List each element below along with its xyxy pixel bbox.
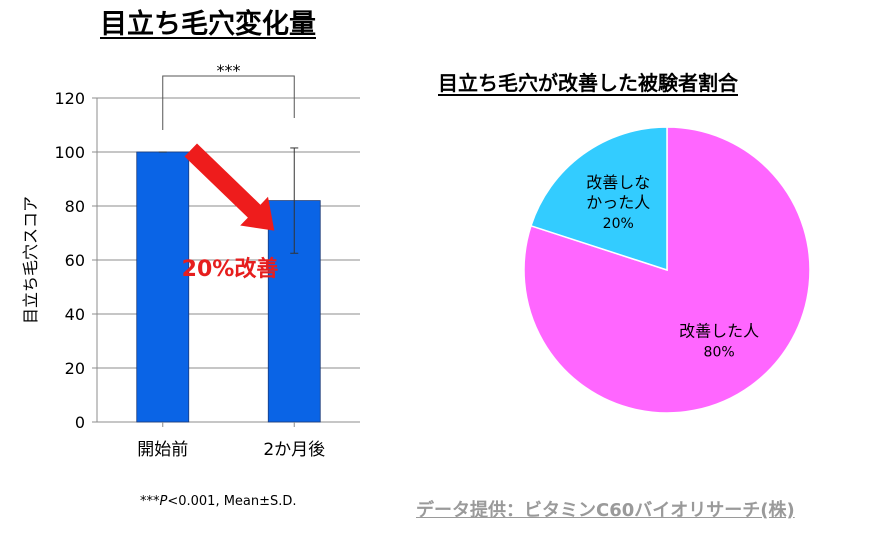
pie-chart-title: 目立ち毛穴が改善した被験者割合 (438, 71, 738, 95)
bar-chart-title: 目立ち毛穴変化量 (100, 9, 316, 40)
y-tick-label: 80 (65, 197, 85, 216)
footnote-p: P (159, 494, 168, 509)
y-tick-label: 20 (65, 359, 85, 378)
significance-label: *** (217, 61, 241, 80)
footnote: ***P<0.001, Mean±S.D. (140, 494, 297, 509)
decrease-arrow (184, 143, 275, 231)
pie-slice-label: 改善した人 (679, 322, 759, 341)
bar (136, 151, 190, 423)
pie-slice-pct-label: 20% (603, 216, 634, 232)
y-tick-label: 60 (65, 251, 85, 270)
pie-slice-label: かった人 (586, 193, 650, 212)
pie-slice-pct-label: 80% (704, 345, 735, 361)
data-source-credit: データ提供：ビタミンC60バイオリサーチ(株) (416, 500, 795, 521)
pie-slice-label: 改善しな (586, 173, 650, 192)
improvement-label: 20%改善 (182, 256, 279, 282)
y-tick-label: 100 (54, 143, 85, 162)
pie-slice (530, 126, 668, 272)
significance-bracket (162, 75, 295, 130)
y-tick-label: 40 (65, 305, 85, 324)
y-axis-label: 目立ち毛穴スコア (21, 196, 40, 324)
x-tick-label: 開始前 (137, 440, 188, 460)
footnote-stars: *** (140, 494, 160, 509)
y-tick-label: 0 (75, 413, 85, 432)
footnote-text: <0.001, Mean±S.D. (167, 494, 297, 509)
y-tick-label: 120 (54, 89, 85, 108)
x-tick-label: 2か月後 (263, 440, 325, 460)
